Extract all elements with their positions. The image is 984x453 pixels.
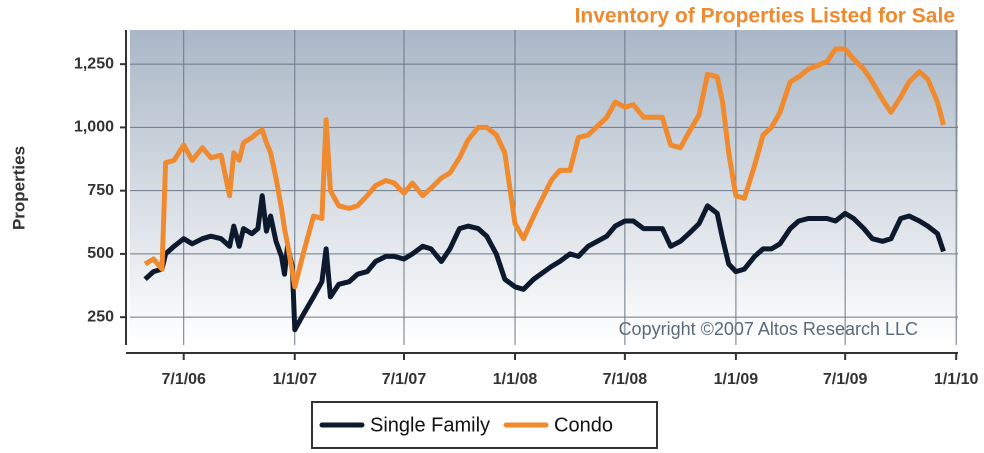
legend <box>311 401 658 449</box>
y-axis-label: Properties <box>9 146 28 230</box>
legend-label: Single Family <box>370 414 490 436</box>
y-tick-label: 250 <box>87 308 114 325</box>
x-tick-label: 1/1/10 <box>934 371 979 388</box>
series-line <box>143 193 946 333</box>
x-tick-label: 7/1/08 <box>603 371 648 388</box>
x-tick-label: 7/1/09 <box>823 371 868 388</box>
y-tick-label: 500 <box>87 245 114 262</box>
y-tick-label: 1,250 <box>74 55 114 72</box>
x-tick-label: 1/1/09 <box>714 371 759 388</box>
x-tick-label: 1/1/08 <box>493 371 538 388</box>
x-tick-label: 1/1/07 <box>273 371 318 388</box>
x-tick-label: 7/1/06 <box>161 371 206 388</box>
y-tick-label: 1,000 <box>74 119 114 136</box>
x-tick-label: 7/1/07 <box>382 371 427 388</box>
plot-area <box>130 30 958 345</box>
y-tick-label: 750 <box>87 182 114 199</box>
series-line <box>143 46 946 290</box>
legend-label: Condo <box>554 414 613 436</box>
chart-title: Inventory of Properties Listed for Sale <box>575 5 955 28</box>
annotation: Copyright ©2007 Altos Research LLC <box>619 319 918 339</box>
